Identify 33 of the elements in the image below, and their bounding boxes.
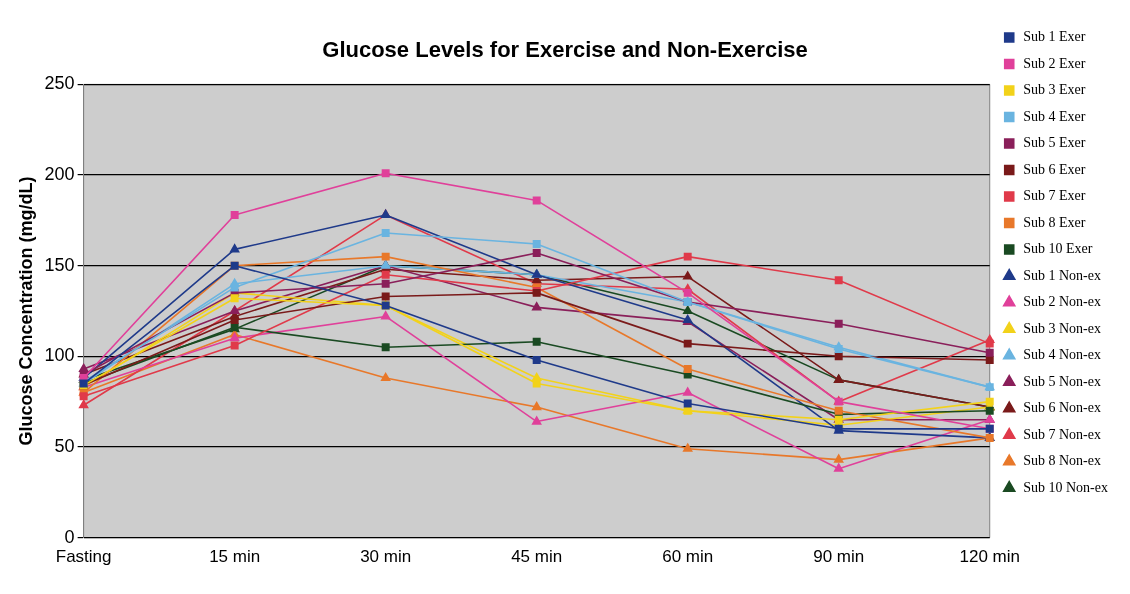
y-tick-label: 100: [44, 345, 75, 366]
x-tick-label: 90 min: [813, 547, 865, 567]
legend-label: Sub 4 Exer: [1023, 108, 1086, 124]
legend-label: Sub 2 Non-ex: [1023, 294, 1102, 310]
legend-label: Sub 7 Exer: [1023, 188, 1086, 204]
legend-label: Sub 3 Exer: [1023, 82, 1086, 98]
y-axis-title: Glucose Concentration (mg/dL): [15, 176, 36, 446]
y-tick-label: 50: [54, 435, 75, 456]
legend-label: Sub 10 Non-ex: [1023, 479, 1109, 495]
legend-label: Sub 5 Non-ex: [1023, 373, 1102, 389]
x-tick-label: Fasting: [55, 547, 112, 567]
legend-label: Sub 2 Exer: [1023, 55, 1086, 71]
legend-label: Sub 1 Exer: [1023, 29, 1086, 45]
y-tick-label: 200: [44, 164, 75, 185]
x-tick-label: 120 min: [959, 547, 1020, 567]
legend-label: Sub 8 Non-ex: [1023, 453, 1102, 469]
legend-label: Sub 10 Exer: [1023, 241, 1093, 257]
chart-title: Glucose Levels for Exercise and Non-Exercise: [322, 37, 808, 63]
x-tick-label: 45 min: [511, 547, 563, 567]
y-tick-label: 150: [44, 254, 75, 275]
legend-label: Sub 5 Exer: [1023, 135, 1086, 151]
legend-label: Sub 7 Non-ex: [1023, 426, 1102, 442]
legend-label: Sub 6 Non-ex: [1023, 400, 1102, 416]
y-tick-label: 250: [44, 73, 75, 94]
legend-label: Sub 4 Non-ex: [1023, 347, 1102, 363]
x-tick-label: 15 min: [209, 547, 261, 567]
x-tick-label: 30 min: [360, 547, 412, 567]
x-tick-label: 60 min: [662, 547, 714, 567]
legend-label: Sub 3 Non-ex: [1023, 320, 1102, 336]
legend-label: Sub 1 Non-ex: [1023, 267, 1102, 283]
legend-label: Sub 6 Exer: [1023, 161, 1086, 177]
y-tick-label: 0: [64, 526, 75, 547]
legend-label: Sub 8 Exer: [1023, 214, 1086, 230]
